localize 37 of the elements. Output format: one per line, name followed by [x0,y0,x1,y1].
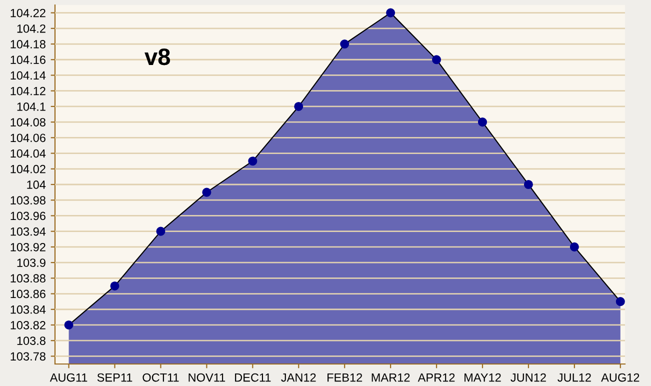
x-tick-label: JAN12 [281,373,316,382]
y-tick-label: 104.14 [10,71,46,80]
x-tick-label: MAR12 [372,373,410,382]
x-tick-label: FEB12 [328,373,362,382]
y-tick-label: 103.9 [17,258,46,267]
y-tick-label: 104.16 [10,56,46,64]
x-tick-label: AUG12 [601,373,640,382]
x-tick-label: AUG11 [50,373,88,382]
x-tick-label: NOV11 [188,373,226,382]
x-tick-label: APR12 [418,373,455,382]
y-tick-label: 104.12 [10,86,46,96]
y-tick-label: 104.18 [10,40,46,48]
y-tick-label: 104.02 [10,164,46,174]
x-tick-label: MAY12 [464,373,501,382]
y-tick-label: 103.98 [10,196,46,205]
y-tick-label: 103.8 [17,336,46,345]
text: v8 [144,48,170,66]
x-tick-label: JUN12 [510,373,546,382]
x-tick-label: OCT11 [142,373,179,382]
y-tick-label: 104.04 [10,149,46,158]
y-tick-label: 103.82 [10,321,46,330]
y-tick-label: 103.88 [10,274,46,283]
y-tick-label: 104.1 [17,102,46,111]
y-tick-label: 104.22 [10,8,46,18]
y-tick-label: 103.94 [10,227,46,236]
y-tick-label: 104.2 [17,24,46,33]
y-tick-label: 103.84 [10,305,46,314]
y-tick-label: 104.06 [10,134,46,142]
y-tick-label: 103.92 [10,242,46,252]
y-tick-label: 104.08 [10,118,46,126]
y-tick-label: 103.86 [10,290,46,298]
y-tick-label: 103.78 [10,352,46,361]
x-tick-label: SEP11 [97,373,132,382]
x-tick-label: JUL12 [558,373,591,382]
y-tick-label: 103.96 [10,212,46,220]
x-tick-label: DEC11 [235,373,271,382]
y-tick-label: 104 [27,180,46,189]
